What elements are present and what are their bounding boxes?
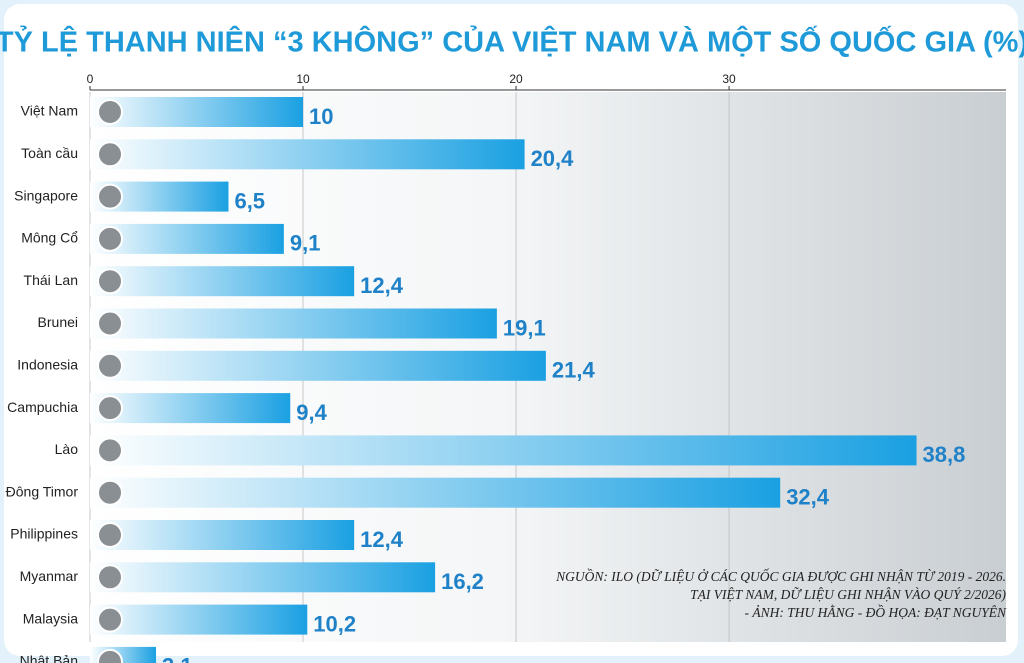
flag-icon (97, 225, 123, 252)
category-label: Malaysia (23, 610, 78, 626)
bar (90, 520, 355, 550)
flag-icon (97, 268, 123, 295)
category-label: Myanmar (20, 568, 79, 584)
flag-icon (97, 352, 123, 379)
x-tick-label: 30 (722, 72, 736, 86)
source-note: - ẢNH: THU HẰNG - ĐỒ HỌA: ĐẠT NGUYÊN (744, 605, 1006, 620)
flag-icon (97, 648, 123, 663)
value-label: 3,1 (162, 654, 193, 663)
flag-icon (97, 437, 123, 464)
x-tick-label: 20 (509, 72, 523, 86)
value-label: 21,4 (552, 358, 596, 383)
category-label: Campuchia (7, 399, 78, 415)
category-label: Đông Timor (6, 483, 79, 499)
flag-icon (97, 141, 123, 168)
category-label: Singapore (14, 187, 78, 203)
value-label: 10 (309, 104, 333, 129)
bar (90, 562, 436, 593)
bar (90, 97, 304, 127)
category-label: Brunei (38, 314, 78, 330)
flag-icon (97, 522, 123, 548)
value-label: 38,8 (923, 442, 966, 467)
flag-icon (97, 310, 123, 337)
category-label: Philippines (10, 526, 78, 542)
value-label: 12,4 (360, 273, 404, 298)
bar (90, 308, 497, 339)
flag-icon (97, 479, 123, 506)
value-label: 9,1 (290, 231, 321, 256)
bar (90, 393, 291, 424)
value-label: 32,4 (786, 485, 830, 510)
flag-icon (97, 606, 123, 633)
bar (90, 477, 781, 508)
bar (90, 266, 355, 297)
value-label: 12,4 (360, 527, 404, 552)
category-label: Indonesia (17, 357, 78, 373)
source-note: TẠI VIỆT NAM, DỮ LIỆU GHI NHẬN VÀO QUÝ 2… (690, 587, 1006, 602)
value-label: 19,1 (503, 315, 546, 340)
value-label: 9,4 (296, 400, 327, 425)
bar (90, 604, 308, 635)
flag-icon (97, 395, 123, 422)
category-label: Lào (55, 441, 79, 457)
value-label: 6,5 (234, 188, 265, 213)
source-note: NGUỒN: ILO (DỮ LIỆU Ở CÁC QUỐC GIA ĐƯỢC … (555, 569, 1006, 584)
category-label: Nhật Bản (20, 653, 78, 663)
bar (90, 350, 546, 381)
chart-title: TỶ LỆ THANH NIÊN “3 KHÔNG” CỦA VIỆT NAM … (0, 25, 1024, 59)
category-label: Toàn cầu (21, 145, 78, 161)
category-label: Thái Lan (24, 272, 78, 288)
bar (90, 435, 917, 466)
value-label: 16,2 (441, 569, 484, 594)
x-tick-label: 0 (87, 72, 94, 86)
value-label: 20,4 (531, 146, 575, 171)
bar (90, 139, 525, 170)
value-label: 10,2 (313, 611, 356, 636)
flag-icon (97, 564, 123, 591)
category-label: Mông Cổ (21, 230, 78, 246)
category-label: Việt Nam (21, 103, 78, 119)
x-tick-label: 10 (296, 72, 310, 86)
flag-icon (97, 183, 123, 210)
flag-icon (97, 99, 123, 125)
